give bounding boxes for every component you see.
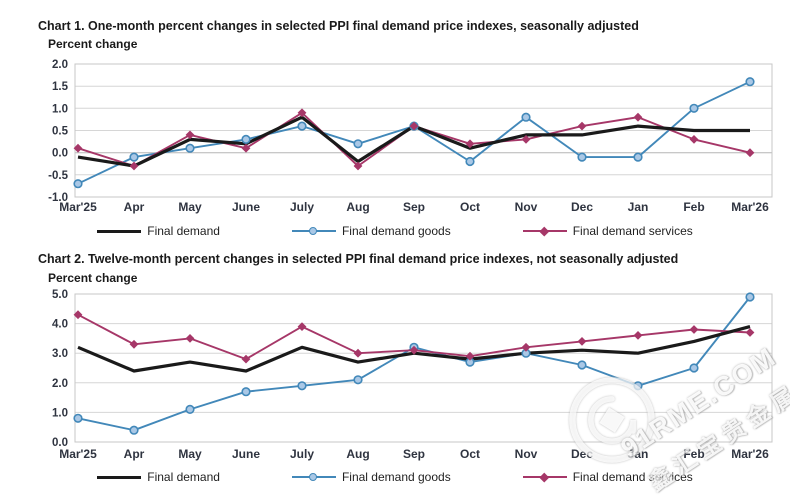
plot-border xyxy=(74,63,773,198)
final-demand-services-line-icon xyxy=(522,471,567,483)
legend-item-final-demand-goods: Final demand goods xyxy=(291,470,451,484)
svg-text:3.0: 3.0 xyxy=(52,348,68,360)
svg-text:Oct: Oct xyxy=(460,447,480,461)
svg-text:Sep: Sep xyxy=(403,447,425,461)
legend-item-final-demand-goods: Final demand goods xyxy=(291,224,451,238)
svg-text:Apr: Apr xyxy=(124,200,145,214)
svg-text:2.0: 2.0 xyxy=(52,59,68,71)
legend-item-final-demand-services: Final demand services xyxy=(522,470,693,484)
legend-label: Final demand services xyxy=(572,470,693,484)
x-axis-tick-labels: Mar'25 Apr May June July Aug Sep Oct Nov Dec Jan Fe… xyxy=(59,447,769,461)
series-markers-2 xyxy=(73,310,755,364)
svg-text:Sep: Sep xyxy=(403,200,425,214)
chart1-legend: Final demand Final demand goods Final de… xyxy=(0,224,790,238)
svg-text:1.5: 1.5 xyxy=(52,81,69,93)
series-line-2 xyxy=(77,111,751,167)
svg-text:1.0: 1.0 xyxy=(52,407,68,419)
gridlines xyxy=(75,293,772,443)
svg-text:May: May xyxy=(178,447,202,461)
svg-text:2.0: 2.0 xyxy=(52,378,68,390)
final-demand-line-icon xyxy=(97,225,142,237)
svg-text:July: July xyxy=(290,447,314,461)
svg-text:Mar'26: Mar'26 xyxy=(731,447,769,461)
series-markers-1 xyxy=(73,77,755,189)
svg-text:Feb: Feb xyxy=(683,200,704,214)
svg-text:July: July xyxy=(290,200,314,214)
svg-text:Nov: Nov xyxy=(515,200,538,214)
svg-text:Dec: Dec xyxy=(571,200,593,214)
svg-text:0.5: 0.5 xyxy=(52,126,69,138)
svg-text:4.0: 4.0 xyxy=(52,319,68,331)
legend-label: Final demand goods xyxy=(341,224,451,238)
svg-text:Feb: Feb xyxy=(683,447,704,461)
svg-text:June: June xyxy=(232,200,260,214)
svg-text:May: May xyxy=(178,200,202,214)
legend-item-final-demand: Final demand xyxy=(97,470,220,484)
legend-item-final-demand: Final demand xyxy=(97,224,220,238)
svg-text:Nov: Nov xyxy=(515,447,538,461)
legend-label: Final demand goods xyxy=(341,470,451,484)
svg-text:Aug: Aug xyxy=(346,447,369,461)
svg-text:5.0: 5.0 xyxy=(52,289,68,301)
x-axis-tick-labels: Mar'25 Apr May June July Aug Sep Oct Nov Dec Jan Fe… xyxy=(59,200,769,214)
svg-text:1.0: 1.0 xyxy=(52,103,68,115)
series-markers-1 xyxy=(73,292,755,435)
svg-text:-0.5: -0.5 xyxy=(48,170,68,182)
svg-text:Mar'25: Mar'25 xyxy=(59,200,97,214)
svg-text:Mar'25: Mar'25 xyxy=(59,447,97,461)
svg-text:-1.0: -1.0 xyxy=(48,192,68,204)
chart2-legend: Final demand Final demand goods Final de… xyxy=(0,470,790,484)
y-axis-tick-labels: 5.0 4.0 3.0 2.0 1.0 0.0 xyxy=(52,289,68,449)
svg-text:Aug: Aug xyxy=(346,200,369,214)
final-demand-goods-line-icon xyxy=(291,225,336,237)
svg-text:Oct: Oct xyxy=(460,200,480,214)
svg-text:Mar'26: Mar'26 xyxy=(731,200,769,214)
svg-text:0.0: 0.0 xyxy=(52,148,68,160)
legend-item-final-demand-services: Final demand services xyxy=(522,224,693,238)
svg-text:Apr: Apr xyxy=(124,447,145,461)
svg-text:Dec: Dec xyxy=(571,447,593,461)
svg-text:Jan: Jan xyxy=(628,447,649,461)
y-axis-tick-labels: 2.0 1.5 1.0 0.5 0.0 -0.5 -1.0 xyxy=(48,59,68,204)
final-demand-services-line-icon xyxy=(522,225,567,237)
svg-text:0.0: 0.0 xyxy=(52,437,68,449)
series-markers-2 xyxy=(73,108,755,171)
plot-border xyxy=(74,293,773,443)
legend-label: Final demand services xyxy=(572,224,693,238)
series-line-1 xyxy=(77,80,751,185)
svg-text:Jan: Jan xyxy=(628,200,649,214)
final-demand-goods-line-icon xyxy=(291,471,336,483)
final-demand-line-icon xyxy=(97,471,142,483)
chart2-y-axis-title: Percent change xyxy=(48,271,138,285)
svg-text:June: June xyxy=(232,447,260,461)
legend-label: Final demand xyxy=(147,470,220,484)
chart1-y-axis-title: Percent change xyxy=(48,37,138,51)
chart1-title: Chart 1. One-month percent changes in se… xyxy=(38,19,639,33)
chart2-title: Chart 2. Twelve-month percent changes in… xyxy=(38,252,679,266)
legend-label: Final demand xyxy=(147,224,220,238)
